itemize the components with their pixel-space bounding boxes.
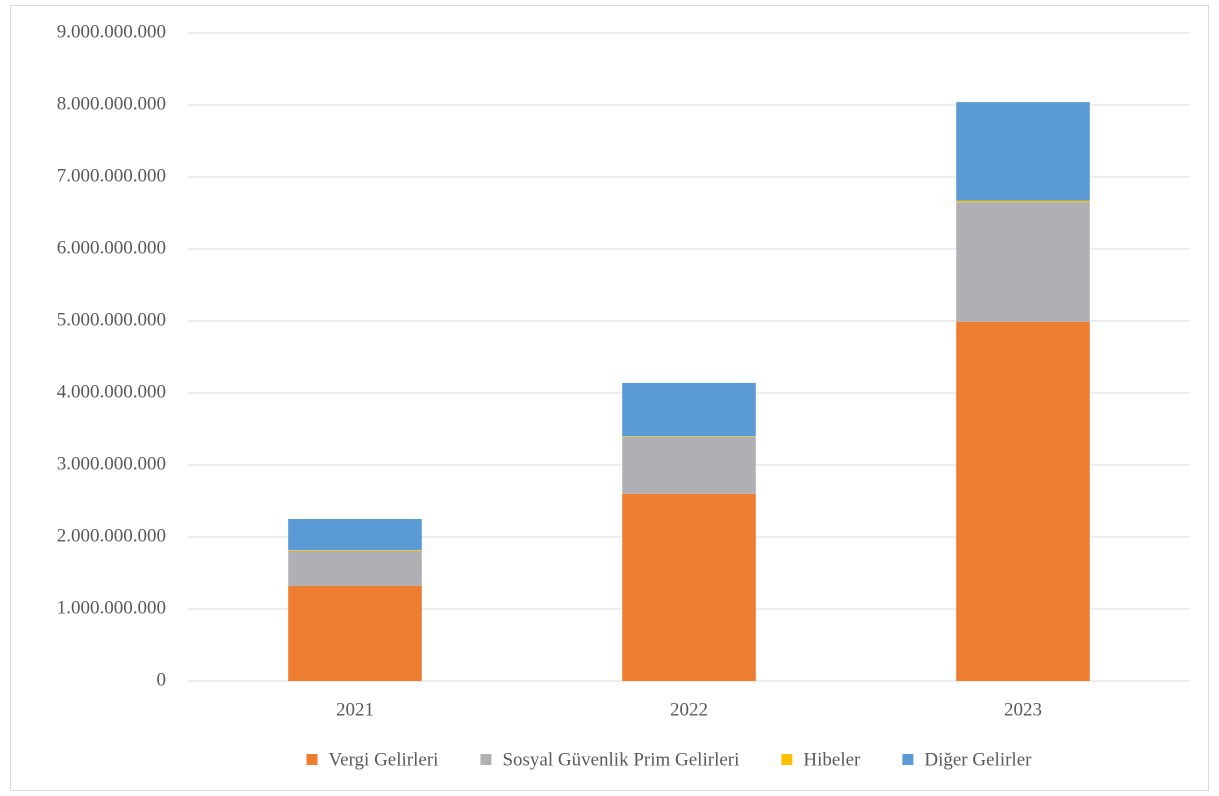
bar-segment: [288, 519, 422, 550]
bar-segment: [288, 550, 422, 586]
bar-segment: [622, 436, 756, 437]
legend-marker: [306, 754, 318, 765]
legend-marker: [480, 754, 492, 765]
y-tick-label: 5.000.000.000: [57, 309, 166, 330]
bar-segment: [288, 585, 422, 681]
legend-marker: [781, 754, 793, 765]
legend-marker: [902, 754, 914, 765]
y-tick-label: 7.000.000.000: [57, 165, 166, 186]
legend-label: Vergi Gelirleri: [329, 749, 439, 770]
legend-label: Diğer Gelirler: [924, 749, 1032, 770]
bar-segment: [956, 321, 1090, 681]
bar-segment: [956, 200, 1090, 203]
x-tick-label: 2021: [336, 699, 374, 720]
y-tick-label: 8.000.000.000: [57, 93, 166, 114]
y-tick-label: 2.000.000.000: [57, 525, 166, 546]
legend-label: Hibeler: [803, 749, 861, 770]
x-tick-label: 2023: [1004, 699, 1042, 720]
y-tick-label: 9.000.000.000: [57, 21, 166, 42]
y-tick-label: 4.000.000.000: [57, 381, 166, 402]
x-tick-label: 2022: [670, 699, 708, 720]
y-tick-label: 0: [157, 669, 167, 690]
legend-label: Sosyal Güvenlik Prim Gelirleri: [502, 749, 739, 770]
y-tick-label: 3.000.000.000: [57, 453, 166, 474]
bar-segment: [956, 102, 1090, 201]
y-tick-label: 1.000.000.000: [57, 597, 166, 618]
y-tick-label: 6.000.000.000: [57, 237, 166, 258]
bar-segment: [622, 493, 756, 681]
bar-segment: [622, 436, 756, 494]
bar-segment: [288, 549, 422, 551]
bar-segment: [622, 382, 756, 437]
bar-segment: [956, 202, 1090, 322]
